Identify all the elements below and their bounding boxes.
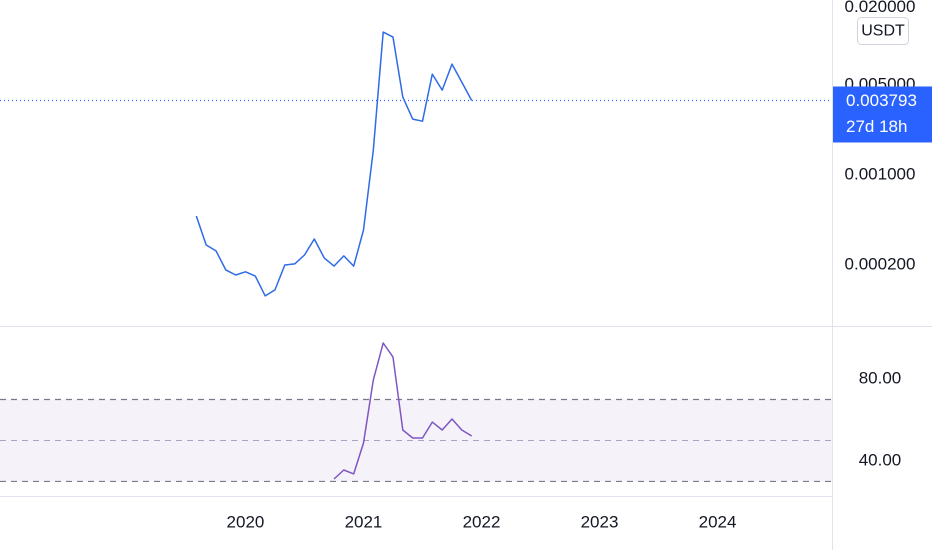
last-price-label: 0.003793 <box>846 91 917 110</box>
x-tick-label: 2023 <box>581 512 619 531</box>
currency-box <box>857 17 909 45</box>
currency-label: USDT <box>861 23 905 40</box>
price-line <box>195 31 473 297</box>
y-tick-label: 0.001000 <box>845 164 916 183</box>
x-tick-label: 2021 <box>345 512 383 531</box>
y-tick-label: 0.020000 <box>845 0 916 16</box>
x-tick-label: 2024 <box>699 512 737 531</box>
x-tick-label: 2022 <box>463 512 501 531</box>
countdown: 27d 18h <box>846 117 907 136</box>
rsi-line <box>333 342 473 480</box>
y-tick-label: 40.00 <box>859 450 902 469</box>
x-tick-label: 2020 <box>227 512 265 531</box>
y-tick-label: 0.000200 <box>845 254 916 273</box>
last-price-box <box>833 86 932 143</box>
y-tick-label: 80.00 <box>859 369 902 388</box>
